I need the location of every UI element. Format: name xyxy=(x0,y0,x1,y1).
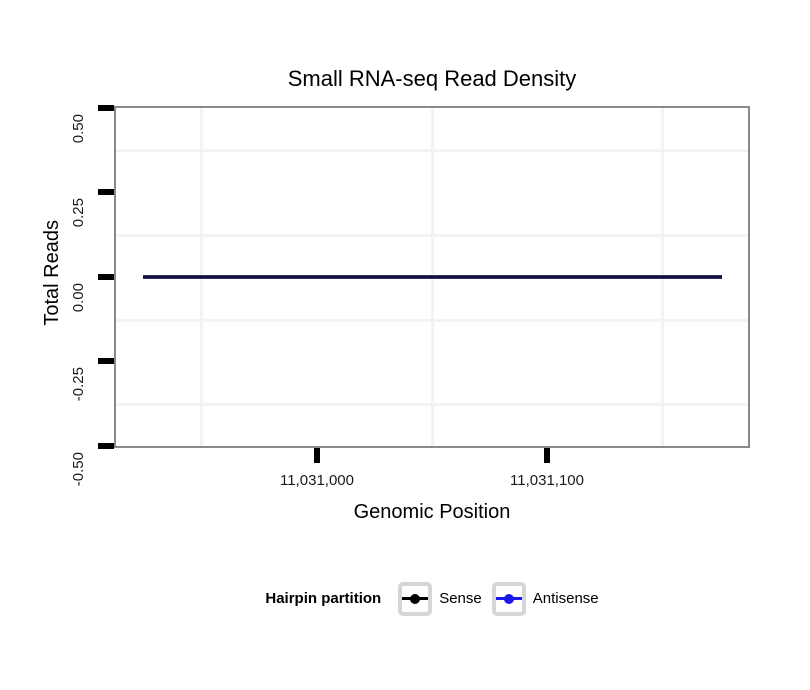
y-tick-0.00 xyxy=(98,274,114,280)
legend-key-sense xyxy=(398,581,433,616)
y-tick-label: -0.25 xyxy=(70,367,87,402)
sense-point-icon xyxy=(410,593,421,604)
antisense-point-icon xyxy=(503,593,514,604)
x-tick-11031000 xyxy=(314,448,320,463)
chart-title: Small RNA-seq Read Density xyxy=(287,66,577,91)
legend-key-antisense xyxy=(491,581,526,616)
x-tick-label: 11,031,100 xyxy=(510,472,584,489)
legend-label-sense: Sense xyxy=(439,590,482,607)
y-tick-label: 0.50 xyxy=(70,114,87,144)
y-tick-0.50 xyxy=(98,105,114,111)
y-tick-0.25 xyxy=(98,189,114,195)
plot-panel xyxy=(114,106,750,448)
legend-title: Hairpin partition xyxy=(265,590,382,607)
y-tick-label: 0.25 xyxy=(70,198,87,228)
read-density-line xyxy=(143,275,722,279)
y-tick-neg0.50 xyxy=(98,443,114,449)
x-axis-title: Genomic Position xyxy=(353,501,511,523)
y-tick-label: 0.00 xyxy=(70,283,87,313)
y-axis-title: Total Reads xyxy=(41,220,63,326)
legend-label-antisense: Antisense xyxy=(532,590,599,607)
y-tick-label: -0.50 xyxy=(70,452,87,487)
y-tick-neg0.25 xyxy=(98,358,114,364)
legend: Hairpin partition Sense Antisense xyxy=(114,581,750,616)
x-tick-11031100 xyxy=(544,448,550,463)
x-tick-label: 11,031,000 xyxy=(280,472,354,489)
